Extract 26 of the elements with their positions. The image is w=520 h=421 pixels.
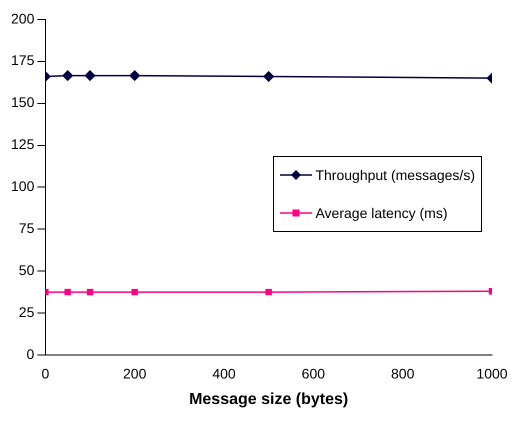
x-tick-label: 800 bbox=[390, 365, 415, 382]
x-tick-label: 1000 bbox=[476, 365, 508, 382]
legend-label: Average latency (ms) bbox=[315, 205, 448, 221]
point bbox=[62, 70, 73, 81]
point bbox=[86, 288, 94, 296]
y-tick-label: 150 bbox=[11, 94, 35, 110]
y-tick-label: 25 bbox=[18, 304, 35, 320]
y-tick-label: 100 bbox=[11, 178, 35, 194]
y-tick-label: 125 bbox=[11, 136, 35, 152]
legend-label: Throughput (messages/s) bbox=[315, 167, 475, 183]
y-tick-label: 175 bbox=[11, 52, 35, 68]
x-tick-label: 200 bbox=[123, 365, 147, 382]
x-axis-title: Message size (bytes) bbox=[189, 390, 348, 408]
y-tick-label: 200 bbox=[11, 10, 35, 26]
x-tick-label: 400 bbox=[212, 365, 236, 382]
point bbox=[131, 288, 138, 296]
x-tick-label: 600 bbox=[302, 365, 326, 382]
x-tick-label: 0 bbox=[41, 365, 50, 382]
y-tick-label: 0 bbox=[26, 346, 35, 362]
y-tick-label: 75 bbox=[18, 220, 35, 236]
point bbox=[263, 71, 274, 82]
point bbox=[265, 288, 272, 296]
point bbox=[129, 70, 140, 81]
y-tick-label: 50 bbox=[18, 262, 35, 278]
point bbox=[64, 288, 71, 296]
point bbox=[84, 70, 96, 81]
